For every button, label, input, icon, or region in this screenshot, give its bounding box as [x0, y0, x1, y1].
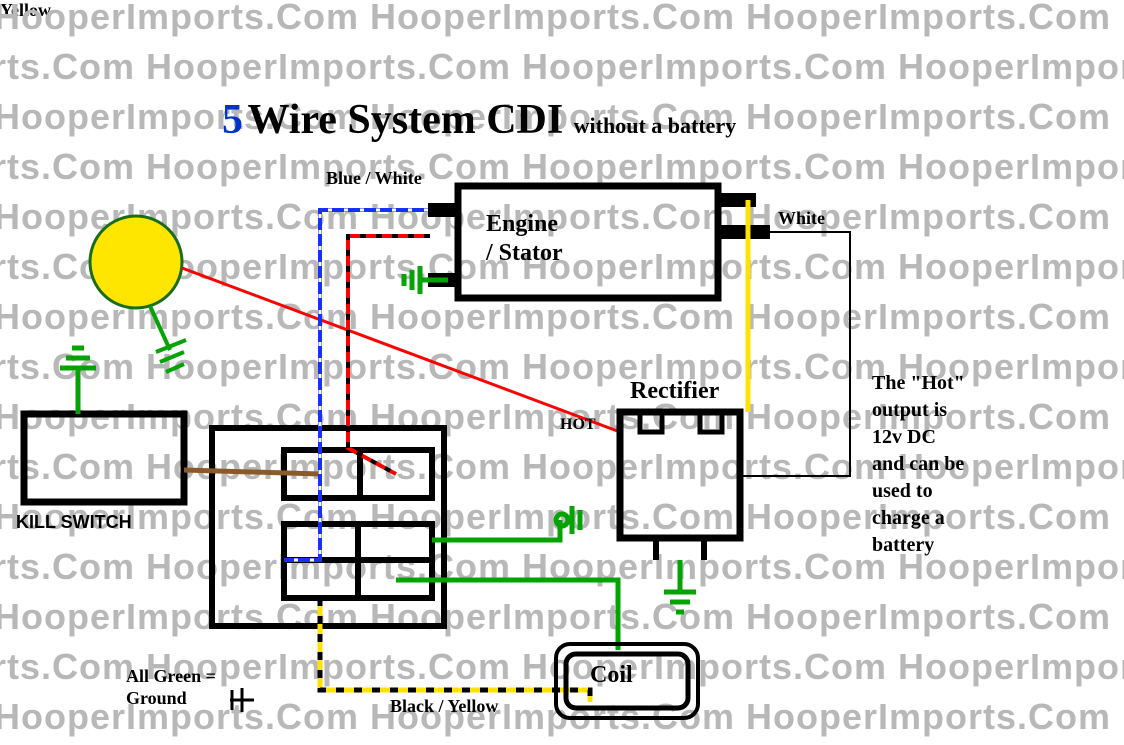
ground-sun: [150, 306, 170, 350]
wire-green-cdi-ground: [432, 520, 560, 540]
wire-blue-white: [284, 210, 428, 560]
label-blue-white: Blue / White: [326, 168, 422, 189]
ground-legend: All Green = Ground: [126, 666, 216, 709]
kill-switch-box: [24, 414, 184, 502]
ground-sun-symbol: [156, 340, 186, 372]
wire-black-yellow: [320, 598, 590, 702]
ground-legend-symbol: [230, 688, 254, 712]
headlight-icon: [90, 216, 182, 308]
label-white: White: [778, 208, 825, 229]
engine-stator-label: Engine / Stator: [486, 210, 563, 268]
stator-ground: [404, 266, 420, 294]
wire-red-hot: [182, 268, 620, 432]
kill-switch-label: KILL SWITCH: [16, 512, 132, 533]
wire-white: [740, 232, 850, 476]
hot-output-note: The "Hot"output is12v DCand can beused t…: [872, 370, 965, 559]
label-hot: HOT: [560, 416, 596, 434]
rectifier-ground: [664, 592, 696, 612]
rectifier-label: Rectifier: [630, 378, 719, 405]
label-black-yellow: Black / Yellow: [390, 696, 498, 717]
wire-brown-killswitch: [184, 470, 320, 474]
kill-switch-ground-symbol: [60, 348, 96, 368]
coil-label: Coil: [590, 662, 633, 689]
